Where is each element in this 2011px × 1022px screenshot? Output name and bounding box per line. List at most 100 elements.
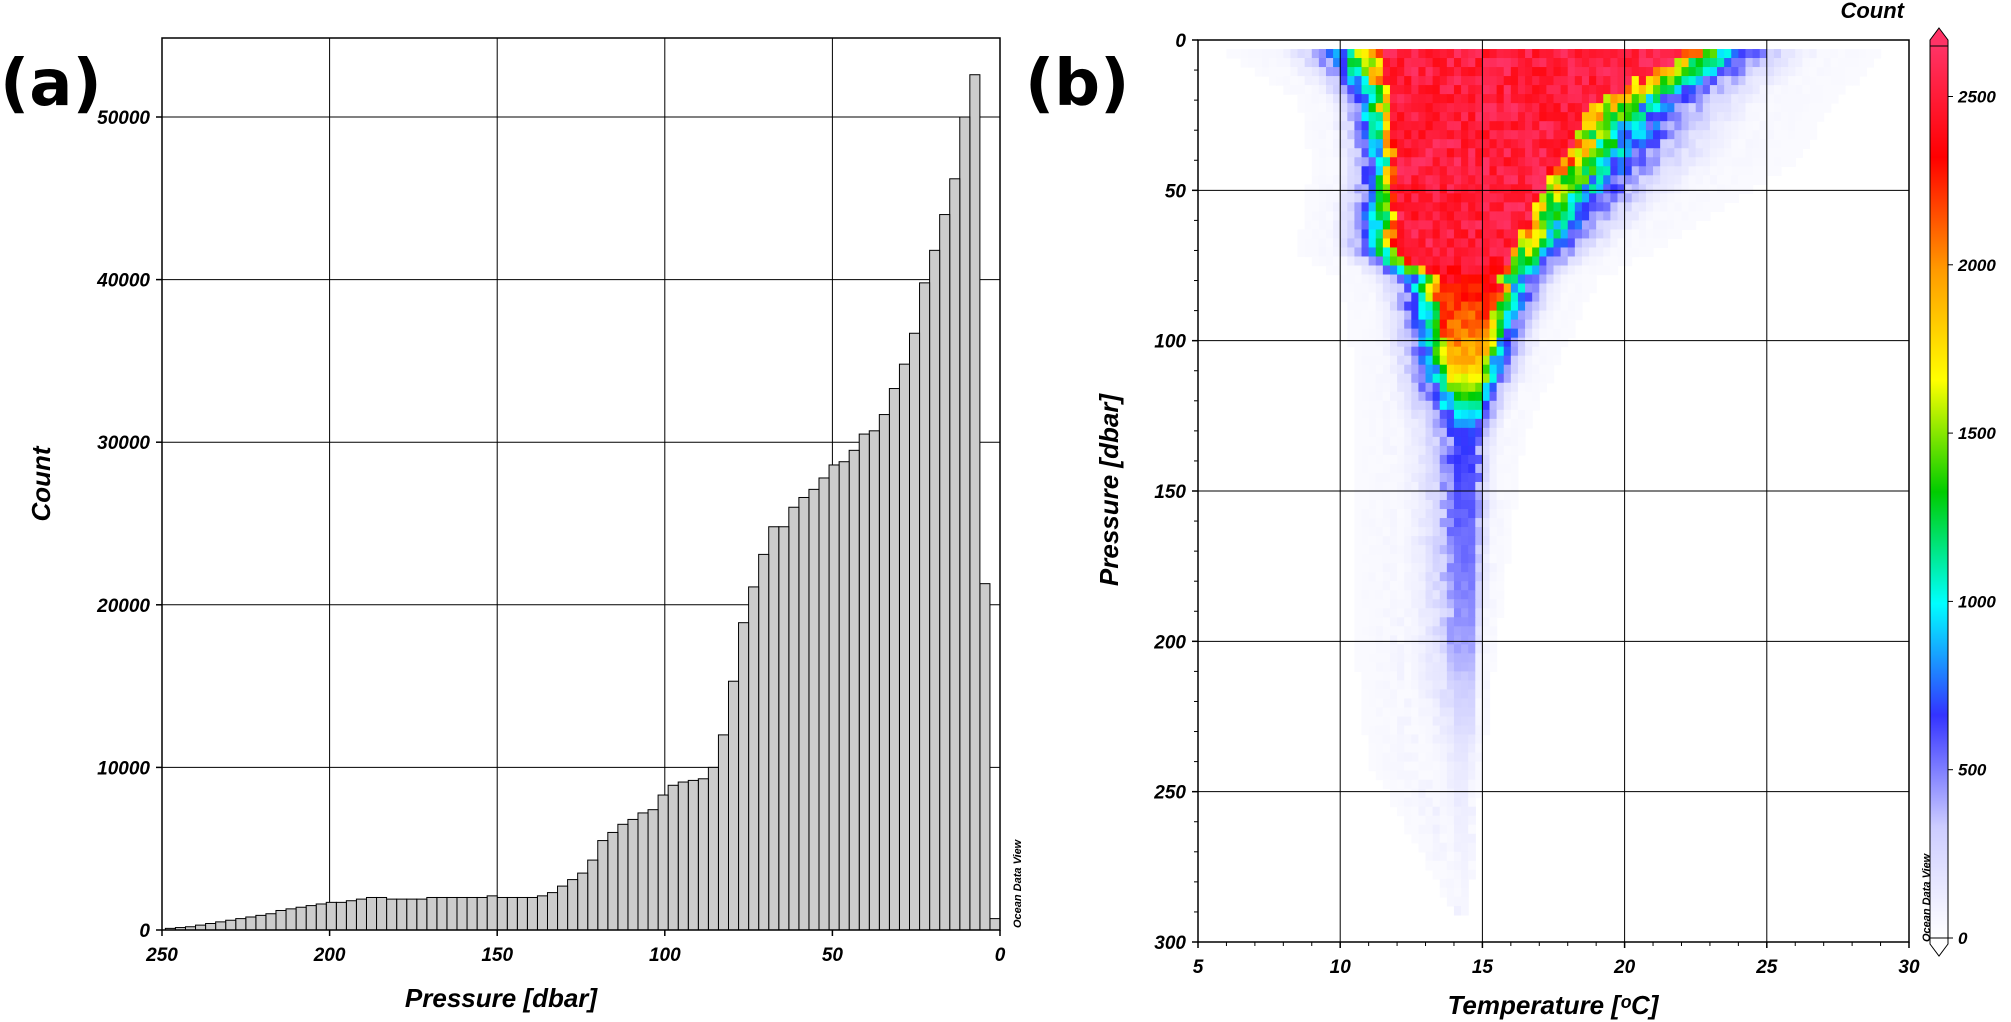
heatmap-cell [1795,112,1803,122]
heatmap-cell [1489,581,1498,591]
heatmap-cell [1397,770,1405,781]
heatmap-cell [1553,103,1562,113]
heatmap-cell [1354,662,1363,672]
heatmap-cell [1496,238,1505,249]
heatmap-cell [1631,166,1640,176]
heatmap-cell [1397,554,1405,564]
histogram-bar [868,430,880,931]
heatmap-cell [1468,391,1476,402]
heatmap-cell [1581,292,1590,303]
heatmap-cell [1468,328,1476,339]
heatmap-cell [1596,103,1604,113]
heatmap-cell [1382,148,1391,158]
heatmap-cell [1781,130,1789,140]
heatmap-cell [1461,382,1469,393]
heatmap-cell [1354,644,1363,654]
heatmap-cell [1525,391,1533,402]
heatmap-cell [1368,175,1377,185]
heatmap-cell [1482,49,1491,59]
heatmap-cell [1553,76,1562,86]
heatmap-cell [1809,58,1818,68]
heatmap-cell [1389,427,1398,438]
heatmap-cell [1411,148,1420,158]
heatmap-cell [1411,608,1420,618]
heatmap-cell [1482,707,1491,718]
heatmap-cell [1752,67,1761,77]
heatmap-cell [1411,500,1420,510]
heatmap-cell [1468,635,1476,645]
heatmap-cell [1361,328,1370,339]
heatmap-cell [1404,472,1412,483]
heatmap-cell [1603,94,1611,104]
heatmap-cell [1567,247,1576,258]
heatmap-cell [1375,148,1384,158]
heatmap-cell [1468,824,1476,835]
heatmap-cell [1553,175,1562,185]
heatmap-cell [1560,301,1569,312]
heatmap-cell [1453,743,1462,754]
heatmap-cell [1525,238,1533,249]
heatmap-cell [1475,707,1483,718]
heatmap-cell [1709,148,1718,158]
heatmap-cell [1567,211,1576,221]
heatmap-cell [1418,752,1427,763]
heatmap-cell [1461,617,1469,627]
histogram-bar [908,332,921,931]
heatmap-cell [1503,247,1512,258]
heatmap-cell [1453,85,1462,95]
heatmap-cell [1489,481,1498,492]
heatmap-cell [1404,157,1412,167]
heatmap-cell [1489,175,1498,185]
heatmap-cell [1752,139,1761,149]
heatmap-cell [1411,680,1420,691]
heatmap-cell [1532,319,1540,330]
heatmap-cell [1418,85,1427,95]
heatmap-cell [1702,202,1711,212]
heatmap-cell [1453,328,1462,339]
heatmap-cell [1574,58,1583,68]
heatmap-cell [1795,49,1803,59]
heatmap-cell [1453,653,1462,663]
heatmap-cell [1617,166,1626,176]
heatmap-cell [1439,581,1448,591]
heatmap-cell [1439,716,1448,727]
heatmap-cell [1432,851,1441,862]
heatmap-cell [1389,445,1398,456]
heatmap-cell [1709,67,1718,77]
heatmap-cell [1411,256,1420,267]
heatmap-cell [1461,635,1469,645]
heatmap-cell [1333,130,1341,140]
heatmap-cell [1453,680,1462,691]
heatmap-cell [1439,608,1448,618]
heatmap-cell [1325,139,1334,149]
heatmap-cell [1717,94,1725,104]
heatmap-cell [1361,310,1370,321]
heatmap-cell [1745,76,1754,86]
heatmap-cell [1354,76,1363,86]
heatmap-cell [1517,310,1526,321]
heatmap-cell [1432,202,1441,212]
heatmap-cell [1311,112,1320,122]
heatmap-cell [1311,58,1320,68]
heatmap-cell [1446,554,1455,564]
heatmap-cell [1503,328,1512,339]
heatmap-cell [1468,229,1476,240]
heatmap-cell [1418,103,1427,113]
heatmap-cell [1461,85,1469,95]
heatmap-cell [1731,49,1739,59]
heatmap-cell [1439,373,1448,384]
heatmap-cell [1496,445,1505,456]
heatmap-cell [1446,427,1455,438]
heatmap-cell [1389,545,1398,555]
heatmap-cell [1446,364,1455,375]
heatmap-cell [1674,139,1683,149]
heatmap-cell [1425,265,1434,276]
heatmap-cell [1389,518,1398,528]
heatmap-cell [1482,626,1491,636]
heatmap-cell [1461,653,1469,663]
heatmap-cell [1461,175,1469,185]
heatmap-cell [1333,202,1341,212]
heatmap-cell [1432,788,1441,799]
heatmap-cell [1290,85,1299,95]
heatmap-cell [1411,716,1420,727]
